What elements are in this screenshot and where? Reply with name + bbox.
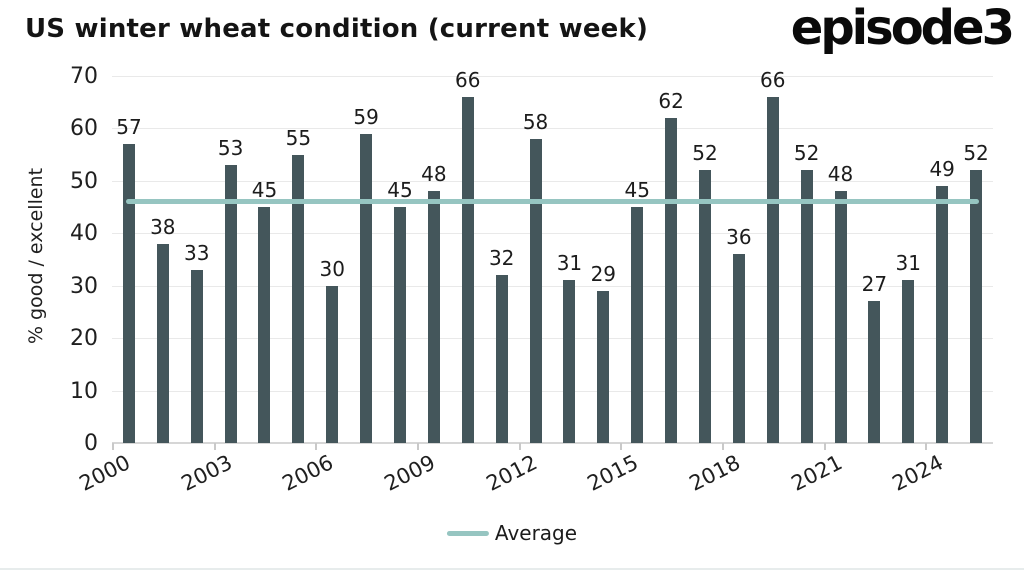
gridline (112, 338, 993, 340)
bar-value-label: 53 (217, 136, 244, 161)
x-tick-label: 2021 (787, 450, 846, 496)
bar-value-label: 48 (827, 162, 854, 187)
bar-value-label: 48 (421, 162, 447, 187)
bar-2023 (902, 280, 915, 443)
bar-value-label: 52 (793, 141, 820, 166)
bar-value-label: 62 (658, 88, 684, 113)
gridline (112, 285, 993, 287)
x-tick-mark (721, 443, 724, 450)
x-tick-mark (620, 443, 623, 450)
y-tick-label: 70 (70, 64, 98, 89)
y-axis-title: % good / excellent (25, 167, 47, 345)
bar-value-label: 32 (488, 246, 515, 271)
gridline (112, 180, 993, 182)
gridline (112, 390, 993, 392)
x-tick-label: 2024 (888, 450, 948, 496)
bar-value-label: 52 (692, 141, 718, 166)
y-tick-label: 20 (70, 326, 98, 352)
average-line (125, 198, 980, 204)
x-tick-label: 2000 (75, 450, 134, 496)
gridline (112, 76, 993, 77)
bar-2000 (122, 144, 135, 443)
bar-2021 (834, 191, 847, 443)
legend: Average (446, 521, 578, 545)
bar-2006 (326, 285, 339, 443)
bar-2013 (563, 280, 576, 443)
x-tick-label: 2009 (380, 450, 439, 496)
x-tick-mark (112, 443, 114, 450)
bar-value-label: 45 (624, 178, 650, 203)
bar-2003 (224, 165, 237, 443)
bar-2025 (970, 170, 983, 443)
bar-2005 (292, 154, 305, 443)
bar-2007 (360, 133, 373, 443)
bar-value-label: 55 (285, 125, 312, 150)
bar-2017 (698, 170, 711, 443)
bar-2004 (258, 207, 271, 443)
bar-value-label: 33 (183, 240, 210, 265)
x-tick-label: 2003 (177, 450, 236, 496)
legend-average-label: Average (494, 521, 578, 545)
bar-2020 (800, 170, 813, 443)
bar-2014 (597, 290, 610, 443)
bar-value-label: 58 (522, 109, 549, 134)
bar-2015 (631, 207, 644, 443)
bar-2001 (156, 243, 169, 443)
bar-value-label: 27 (861, 272, 888, 297)
bar-value-label: 66 (760, 67, 786, 92)
x-tick-mark (213, 443, 216, 450)
bar-value-label: 31 (895, 251, 921, 276)
y-tick-label: 0 (84, 431, 98, 456)
bar-value-label: 29 (590, 261, 617, 286)
bar-value-label: 59 (353, 104, 379, 129)
bar-2022 (868, 301, 881, 443)
episode3-logo: episode3 (790, 0, 1015, 56)
x-tick-mark (925, 443, 928, 450)
x-tick-mark (416, 443, 419, 450)
bar-value-label: 31 (556, 251, 583, 276)
bar-2002 (190, 269, 203, 443)
bar-value-label: 45 (251, 178, 278, 203)
x-tick-mark (823, 443, 826, 450)
average-line-legend-swatch (446, 530, 489, 536)
bar-value-label: 45 (387, 178, 413, 203)
bar-value-label: 38 (150, 214, 176, 239)
bar-2010 (461, 96, 474, 443)
gridline (112, 233, 993, 235)
y-tick-label: 50 (70, 168, 98, 194)
plot-area: 0 10 20 30 40 50 60 70 2000 2003 2006 2009 2012 2015 2… (70, 66, 993, 496)
bar-2009 (427, 191, 440, 443)
x-tick-label: 2012 (482, 450, 541, 496)
x-tick-mark (315, 443, 318, 450)
bar-value-label: 52 (963, 141, 989, 166)
x-tick-label: 2018 (685, 450, 744, 496)
bar-2024 (936, 186, 949, 443)
bar-2019 (766, 96, 779, 443)
x-axis-line (112, 442, 993, 444)
bar-value-label: 30 (319, 256, 345, 281)
bar-value-label: 66 (455, 67, 481, 92)
y-tick-label: 10 (70, 378, 98, 404)
bar-value-label: 57 (116, 115, 142, 140)
bar-2012 (529, 138, 542, 443)
bar-value-label: 36 (726, 225, 752, 250)
x-tick-label: 2015 (583, 450, 643, 496)
bar-2008 (394, 207, 407, 443)
bar-value-label: 49 (929, 157, 955, 182)
bar-2016 (665, 117, 678, 443)
bar-2011 (495, 275, 508, 443)
gridline (112, 128, 993, 130)
y-tick-label: 40 (70, 221, 98, 247)
x-tick-label: 2006 (278, 450, 338, 496)
bar-2018 (732, 254, 745, 443)
x-tick-mark (518, 443, 521, 450)
chart-title: US winter wheat condition (current week) (25, 14, 649, 44)
y-tick-label: 60 (70, 116, 98, 142)
y-tick-label: 30 (70, 273, 98, 299)
